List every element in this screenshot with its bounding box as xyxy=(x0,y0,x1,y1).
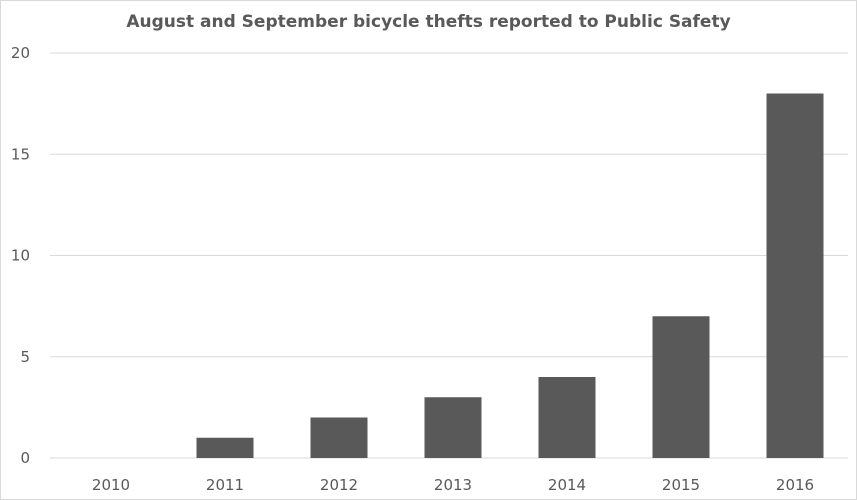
x-axis-tick-labels: 2010 2011 2012 2013 2014 2015 2016 xyxy=(92,476,814,494)
y-tick-label: 15 xyxy=(11,145,30,163)
x-tick-label: 2012 xyxy=(320,476,358,494)
bar-2011 xyxy=(196,437,254,458)
x-tick-label: 2015 xyxy=(662,476,700,494)
bar-2016 xyxy=(766,93,824,458)
x-tick-label: 2011 xyxy=(206,476,244,494)
y-tick-label: 0 xyxy=(20,449,30,467)
bar-2014 xyxy=(538,377,596,458)
bar-2015 xyxy=(652,316,710,458)
y-tick-label: 20 xyxy=(11,44,30,62)
x-tick-label: 2013 xyxy=(434,476,472,494)
y-tick-label: 5 xyxy=(20,348,30,366)
x-tick-label: 2014 xyxy=(548,476,586,494)
bar-2013 xyxy=(424,397,482,458)
bar-2012 xyxy=(310,417,368,458)
y-axis-tick-labels: 0 5 10 15 20 xyxy=(11,44,30,467)
y-tick-label: 10 xyxy=(11,247,30,265)
x-tick-label: 2010 xyxy=(92,476,130,494)
chart-title: August and September bicycle thefts repo… xyxy=(126,12,731,32)
x-tick-label: 2016 xyxy=(776,476,814,494)
bars xyxy=(196,93,824,458)
